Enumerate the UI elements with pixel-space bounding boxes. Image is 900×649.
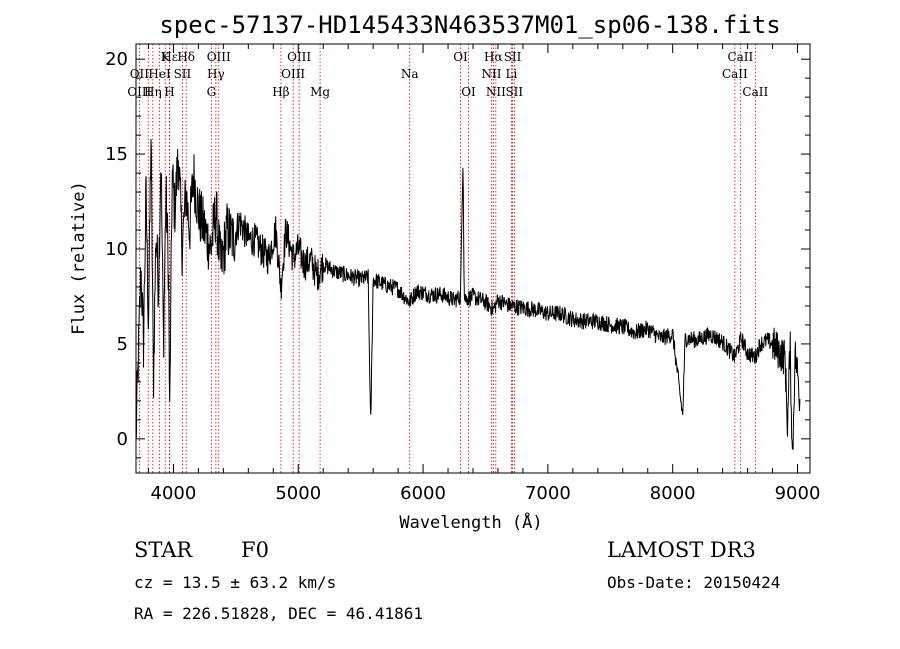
marker-label: OIII (287, 50, 311, 64)
marker-label: Hδ (177, 50, 195, 64)
x-tick-label: 9000 (775, 483, 821, 504)
y-tick-label: 15 (105, 144, 128, 165)
marker-label: CaII (722, 67, 748, 81)
marker-label: Hε (161, 50, 178, 64)
x-tick-label: 7000 (525, 483, 571, 504)
y-tick-label: 20 (105, 49, 128, 70)
y-axis-ticks: 0 5 10 15 20 (105, 49, 810, 459)
y-axis-label: Flux (relative) (69, 181, 89, 335)
marker-label: K (161, 50, 171, 64)
marker-label: Hγ (207, 67, 225, 81)
marker-label: OIII (207, 50, 231, 64)
x-axis-ticks: 4000 5000 6000 7000 8000 9000 (147, 44, 821, 504)
x-tick-label: 6000 (400, 483, 446, 504)
marker-label: Mg (310, 85, 330, 99)
marker-label: SII (505, 85, 523, 99)
marker-lines (138, 44, 756, 473)
y-tick-label: 0 (117, 429, 128, 450)
marker-label: Hβ (272, 85, 289, 99)
x-axis-label: Wavelength (Å) (399, 511, 542, 533)
marker-label: CaII (727, 50, 753, 64)
survey-name: LAMOST DR3 (607, 538, 756, 562)
marker-label: H (164, 85, 174, 99)
marker-label: SII (174, 67, 192, 81)
marker-label: Hη (144, 85, 162, 99)
chart-title: spec-57137-HD145433N463537M01_sp06-138.f… (159, 11, 780, 39)
marker-label: Hα (484, 50, 503, 64)
marker-label: G (207, 85, 217, 99)
marker-label: OI (453, 50, 468, 64)
marker-label: Li (506, 67, 518, 81)
marker-label: OIII (281, 67, 305, 81)
coordinates: RA = 226.51828, DEC = 46.41861 (134, 604, 423, 623)
object-class: STAR (134, 538, 193, 562)
marker-label: HeI (148, 67, 171, 81)
spectrum-line (135, 138, 801, 451)
y-tick-label: 10 (105, 239, 128, 260)
redshift-readout: cz = 13.5 ± 63.2 km/s (134, 573, 336, 592)
y-tick-label: 5 (117, 334, 128, 355)
marker-label: NII (486, 85, 506, 99)
plot-frame (135, 43, 811, 474)
marker-label: OII (130, 67, 150, 81)
marker-label: OI (461, 85, 476, 99)
x-tick-label: 5000 (275, 483, 321, 504)
marker-label: OIII (127, 85, 151, 99)
marker-label: CaII (742, 85, 768, 99)
x-tick-label: 8000 (650, 483, 696, 504)
object-subclass: F0 (241, 538, 269, 562)
x-tick-label: 4000 (151, 483, 197, 504)
spectrum-layer (135, 138, 801, 451)
marker-label: Na (401, 67, 419, 81)
obs-date: Obs-Date: 20150424 (607, 573, 780, 592)
marker-label: NII (481, 67, 501, 81)
marker-label: SII (504, 50, 522, 64)
